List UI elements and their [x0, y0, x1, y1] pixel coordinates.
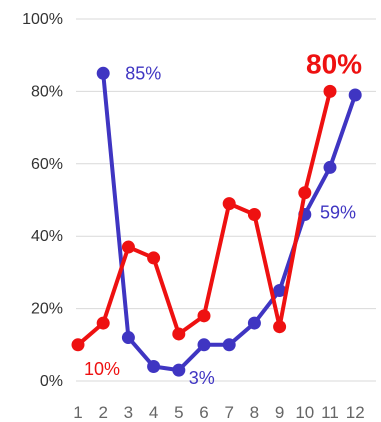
- x-axis-tick-labels: 1 2 3 4 5 6 7 8 9 10 11 12: [73, 403, 364, 422]
- y-tick-label: 100%: [22, 11, 63, 28]
- data-labels: 85% 3% 59% 10% 80%: [84, 48, 362, 388]
- data-point: [348, 88, 362, 102]
- series-2: [71, 84, 337, 352]
- series-layer: [71, 66, 362, 377]
- x-tick-label: 9: [275, 403, 284, 422]
- x-tick-label: 3: [124, 403, 133, 422]
- data-point: [247, 316, 261, 330]
- y-tick-label: 0%: [40, 373, 63, 390]
- data-point: [121, 240, 135, 254]
- data-label: 10%: [84, 359, 120, 379]
- data-point: [121, 331, 135, 345]
- data-point: [197, 338, 211, 352]
- data-label: 59%: [320, 202, 356, 222]
- x-tick-label: 7: [224, 403, 233, 422]
- x-tick-label: 10: [295, 403, 314, 422]
- x-tick-label: 11: [321, 403, 339, 422]
- data-point: [172, 363, 186, 377]
- data-label: 85%: [125, 63, 161, 83]
- y-tick-label: 40%: [31, 228, 63, 245]
- y-axis-tick-labels: 0% 20% 40% 60% 80% 100%: [22, 11, 63, 390]
- x-tick-label: 5: [174, 403, 183, 422]
- x-tick-label: 2: [98, 403, 107, 422]
- data-point: [323, 84, 337, 98]
- x-tick-label: 6: [199, 403, 208, 422]
- data-point: [298, 186, 312, 200]
- y-tick-label: 60%: [31, 156, 63, 173]
- data-point: [96, 316, 110, 330]
- x-tick-label: 12: [346, 403, 365, 422]
- data-point: [147, 251, 161, 265]
- data-label: 3%: [189, 368, 215, 388]
- x-tick-label: 8: [250, 403, 259, 422]
- data-point: [273, 320, 287, 334]
- data-point: [247, 207, 261, 221]
- data-point: [273, 284, 287, 297]
- data-point: [197, 309, 211, 323]
- data-point: [71, 338, 85, 352]
- data-point: [147, 360, 161, 374]
- series-1: [96, 66, 362, 377]
- data-label: 80%: [306, 48, 362, 79]
- y-tick-label: 80%: [31, 83, 63, 100]
- x-tick-label: 4: [149, 403, 158, 422]
- data-point: [323, 160, 337, 174]
- data-point: [222, 197, 236, 211]
- data-point: [96, 66, 110, 80]
- y-tick-label: 20%: [31, 301, 63, 318]
- x-tick-label: 1: [73, 403, 82, 422]
- data-point: [172, 327, 186, 341]
- data-point: [222, 338, 236, 352]
- series-line: [101, 71, 358, 373]
